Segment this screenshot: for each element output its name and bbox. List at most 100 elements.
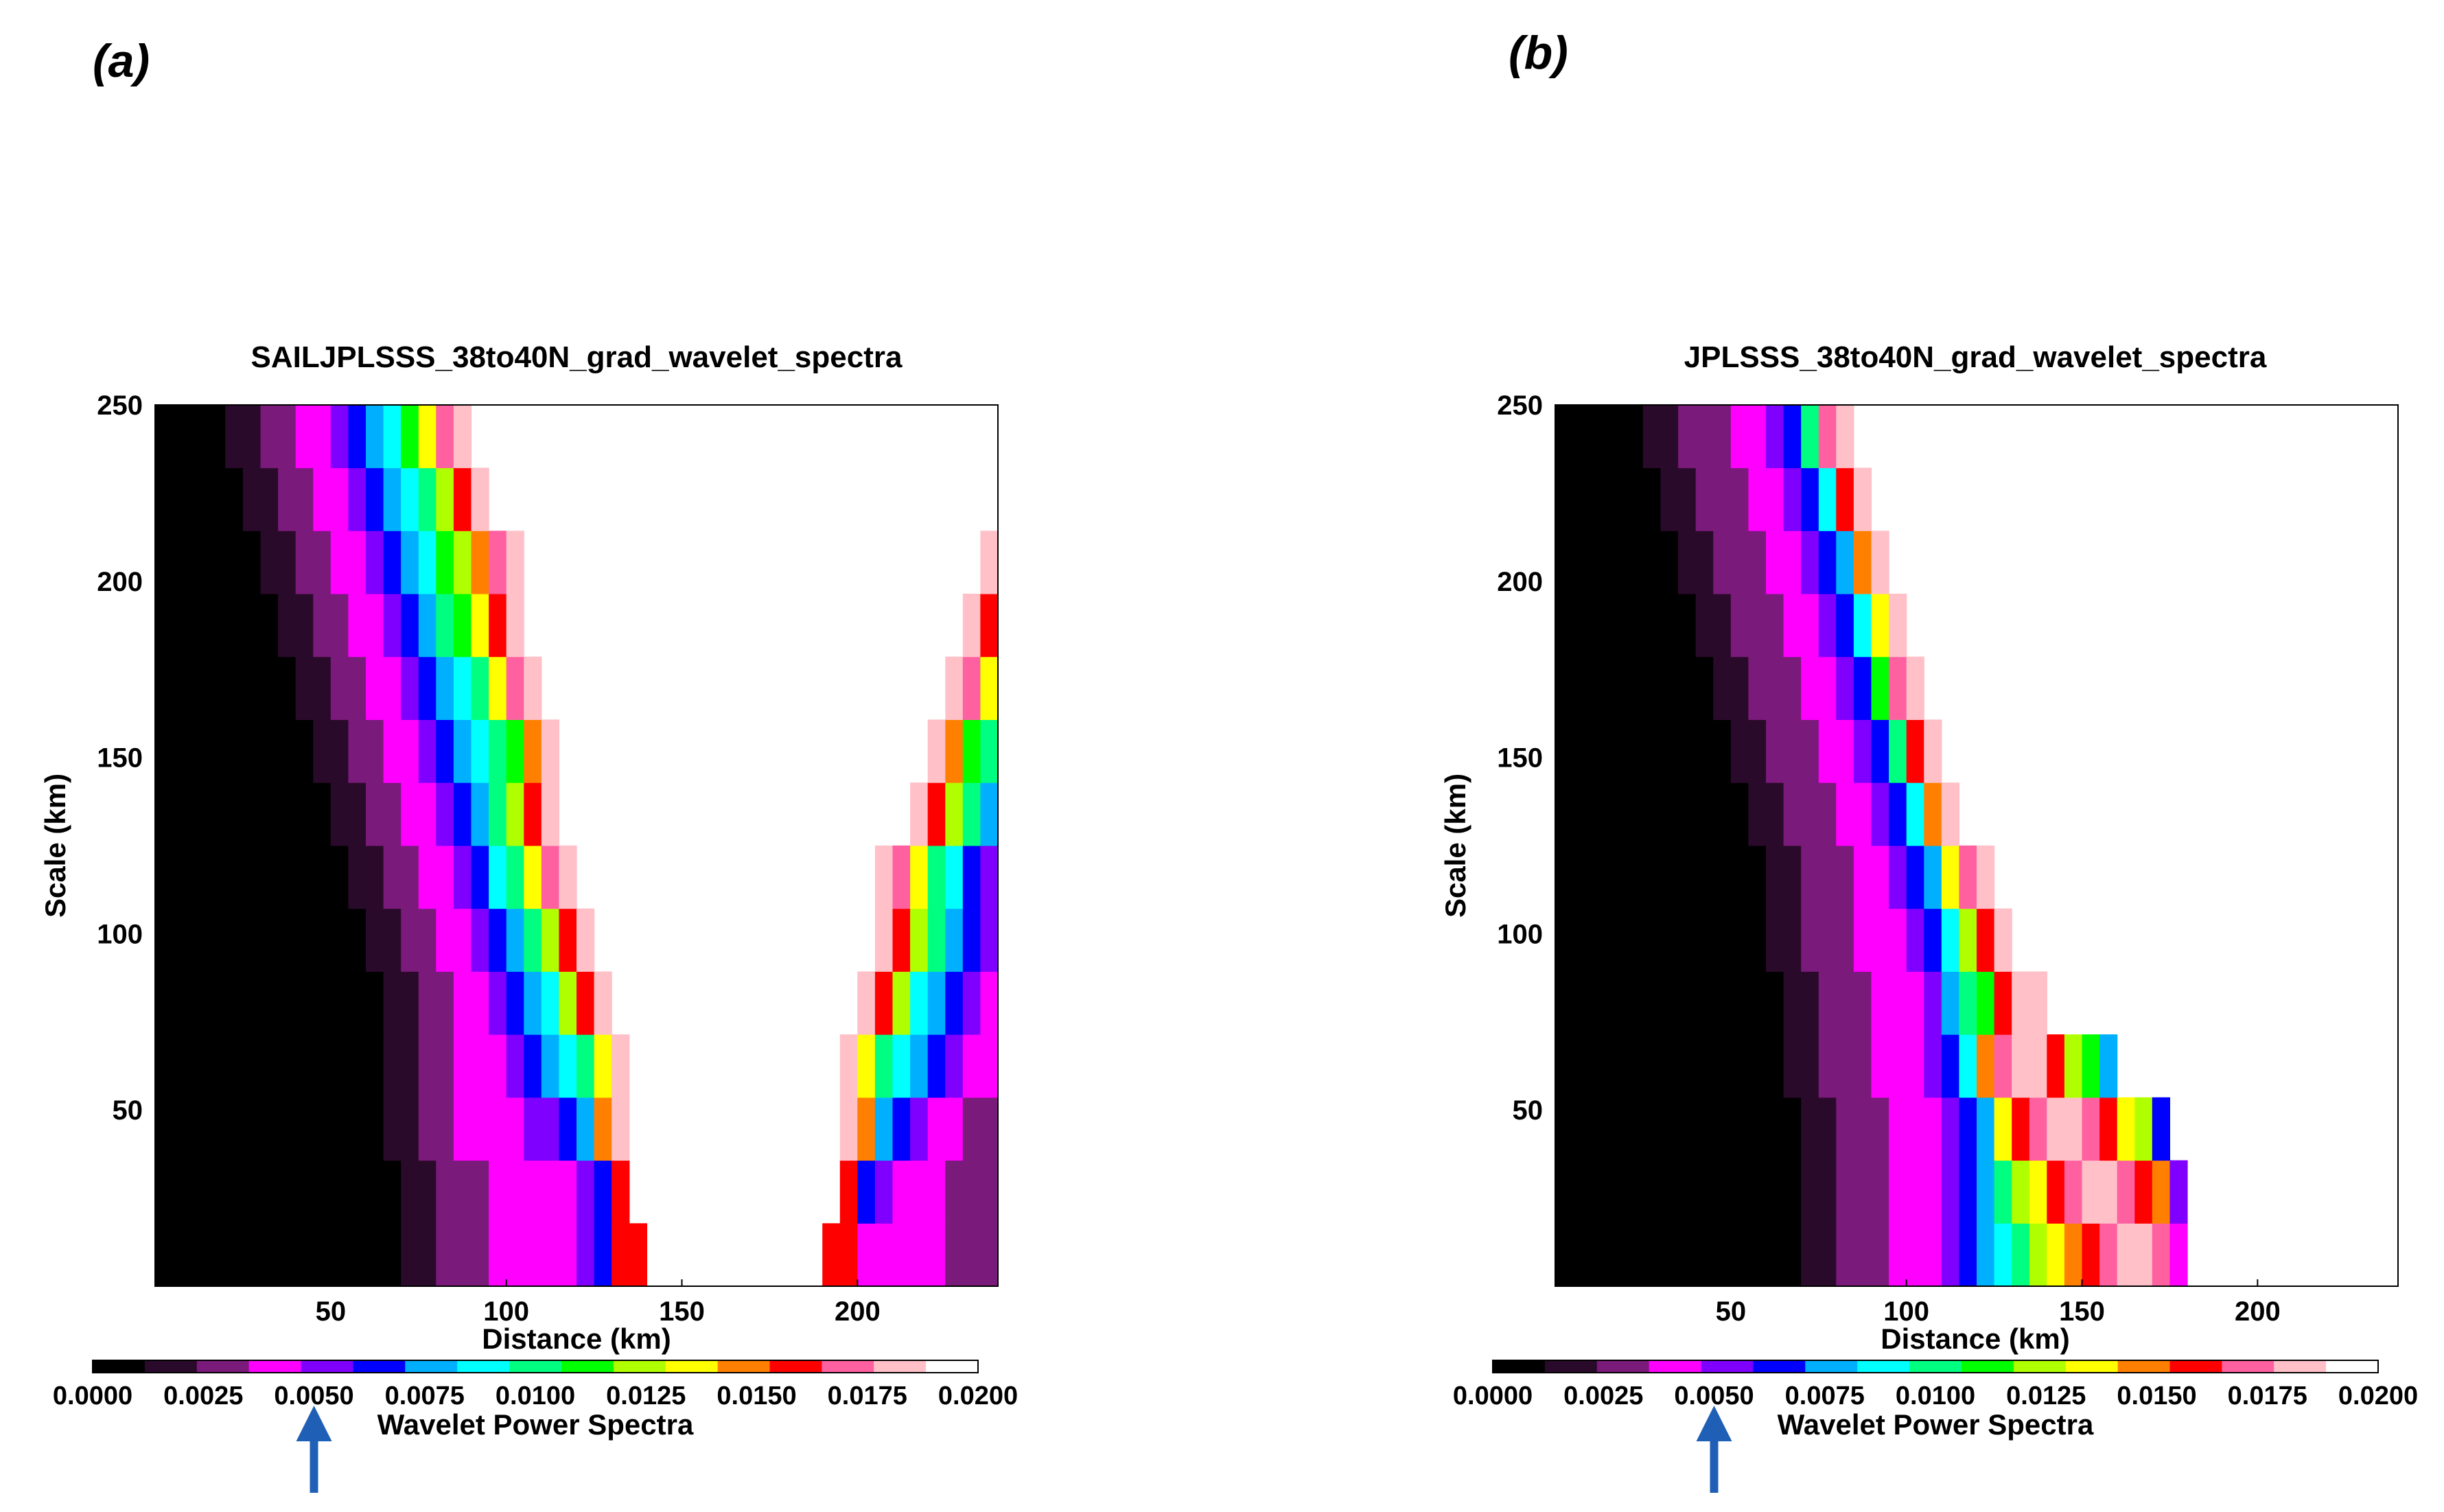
heatmap-cell [1730,1223,1749,1287]
heatmap-cell [927,782,946,846]
heatmap-cell [225,1160,244,1224]
heatmap-cell [1959,1097,1977,1161]
heatmap-cell [1783,467,1802,531]
heatmap-cell [1590,719,1609,783]
heatmap-cell [1678,594,1697,658]
heatmap-cell [1818,782,1837,846]
heatmap-cell [278,467,296,531]
heatmap-cell [260,971,279,1035]
heatmap-cell [260,656,279,720]
heatmap-cell [471,971,489,1035]
heatmap-cell [2134,1160,2153,1224]
heatmap-cell [295,971,314,1035]
heatmap-cell [1730,467,1749,531]
heatmap-cell [1748,1097,1767,1161]
heatmap-cell [418,405,437,469]
heatmap-cell [207,594,226,658]
y-tick-label: 150 [97,743,143,774]
heatmap-cell [1836,845,1854,909]
heatmap-cell [383,782,401,846]
heatmap-cell [172,782,191,846]
heatmap-cell [1889,1097,1907,1161]
heatmap-cell [1642,845,1662,909]
y-tick-label: 250 [1497,391,1543,421]
heatmap-cell [1818,971,1837,1035]
heatmap-cell [1959,845,1977,909]
heatmap-cell [1818,467,1837,531]
colorbar-segment [1753,1360,1806,1373]
heatmap-cell [190,1034,209,1098]
heatmap-cell [207,467,226,531]
heatmap-cell [1766,531,1784,594]
heatmap-cell [348,405,366,469]
heatmap-cell [927,908,946,972]
heatmap-cell [155,467,174,531]
heatmap-cell [207,405,226,469]
heatmap-cell [541,719,559,783]
heatmap-cell [1853,594,1872,658]
colorbar-tick-label: 0.0125 [606,1382,686,1410]
heatmap-cell [242,594,261,658]
heatmap-cell [471,1097,489,1161]
heatmap-cell [155,782,174,846]
heatmap-cell [1818,1160,1837,1224]
heatmap-cell [207,908,226,972]
heatmap-cell [313,719,331,783]
heatmap-cell [1801,908,1819,972]
heatmap-cell [1801,1034,1819,1098]
heatmap-cell [383,656,401,720]
heatmap-cell [278,719,296,783]
heatmap-cell [172,971,191,1035]
heatmap-cell [980,656,999,720]
heatmap-cell [330,1160,349,1224]
heatmap-cell [348,1034,366,1098]
heatmap-cell [489,719,507,783]
heatmap-cell [1783,1223,1802,1287]
heatmap-cell [278,1160,296,1224]
heatmap-cell [962,656,981,720]
chart-a-y-axis-label: Scale (km) [39,774,71,918]
heatmap-cell [1889,719,1907,783]
heatmap-cell [1678,531,1697,594]
y-tick-label: 100 [1497,919,1543,949]
heatmap-cell [1695,656,1714,720]
heatmap-cell [1906,971,1924,1035]
heatmap-cell [1678,908,1697,972]
heatmap-cell [980,908,999,972]
heatmap-cell [418,908,437,972]
heatmap-cell [366,1160,384,1224]
heatmap-cell [962,1034,981,1098]
colorbar-tick-label: 0.0200 [938,1382,1018,1410]
heatmap-cell [1713,656,1732,720]
colorbar-segment [926,1360,979,1373]
heatmap-cell [330,1034,349,1098]
heatmap-cell [2012,1160,2030,1224]
panel-b: JPLSSS_38to40N_grad_wavelet_spectra 50 10… [1439,340,2418,1493]
heatmap-cell [857,1034,876,1098]
heatmap-cell [418,782,437,846]
heatmap-cell [1836,1097,1854,1161]
heatmap-cell [1590,594,1609,658]
heatmap-cell [1572,908,1591,972]
heatmap-cell [1713,1034,1732,1098]
heatmap-cell [945,845,964,909]
heatmap-cell [295,405,314,469]
heatmap-cell [927,1223,946,1287]
colorbar-segment [2222,1360,2274,1373]
heatmap-cell [1642,1097,1662,1161]
heatmap-cell [559,1097,577,1161]
heatmap-cell [190,782,209,846]
heatmap-cell [1713,594,1732,658]
heatmap-cell [1730,1097,1749,1161]
y-tick-label: 150 [1497,743,1543,774]
heatmap-cell [453,719,472,783]
heatmap-cell [1889,1160,1907,1224]
heatmap-cell [1642,531,1662,594]
heatmap-cell [295,531,314,594]
heatmap-cell [594,1097,612,1161]
x-tick-label: 150 [2059,1296,2105,1327]
chart-a-colorbar-arrow [296,1406,332,1493]
heatmap-cell [436,1223,454,1287]
heatmap-cell [1572,1034,1591,1098]
heatmap-cell [874,971,894,1035]
